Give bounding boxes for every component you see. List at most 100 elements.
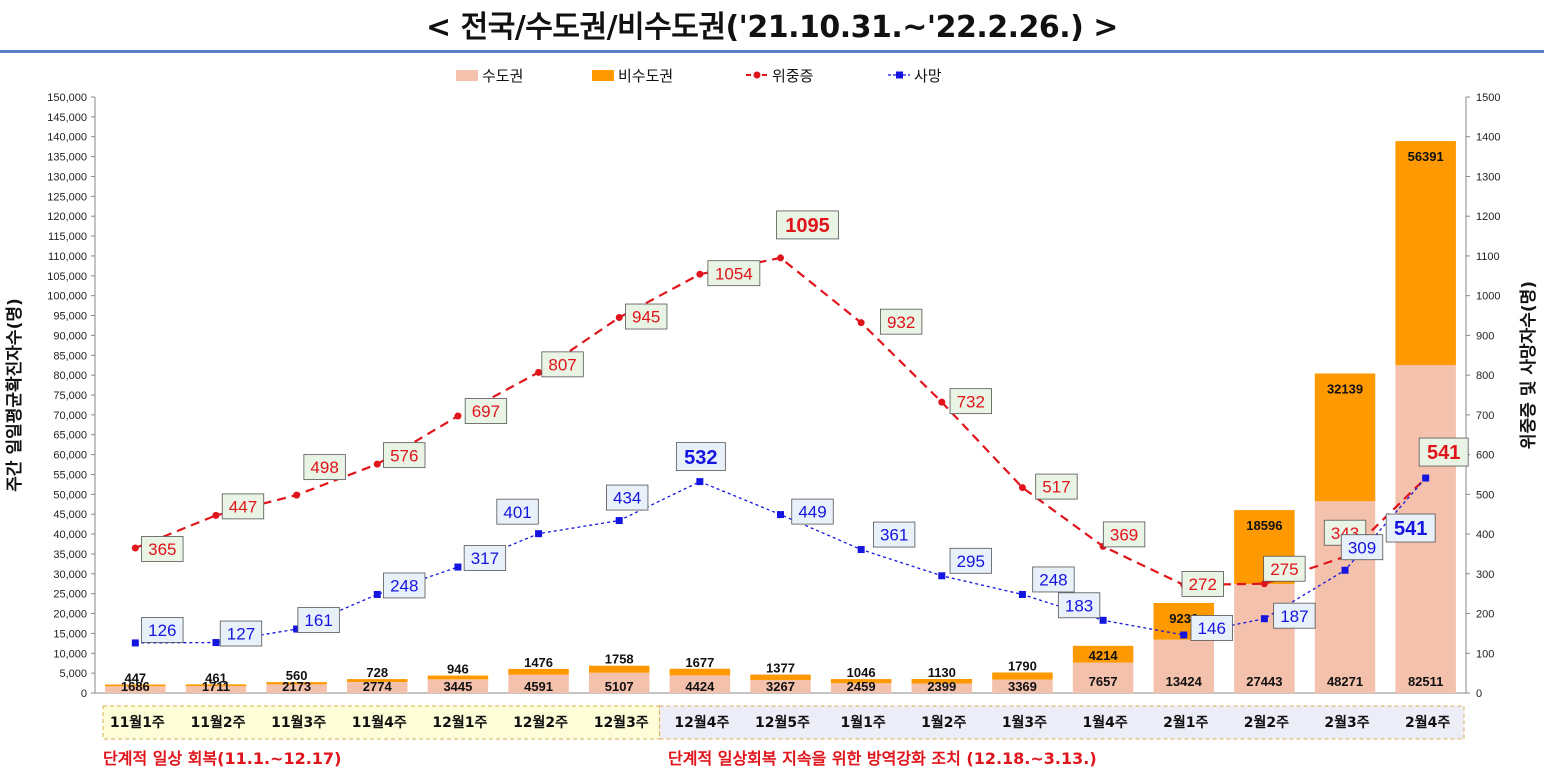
label-death: 361 [880,526,908,545]
label-death-box [1340,534,1384,561]
bar-label-sudogwon: 4424 [685,679,715,694]
left-tick-label: 150,000 [47,92,87,104]
legend-label-severe: 위중증 [772,67,813,85]
legend-swatch-sudogwon [456,70,478,81]
phase-label: 단계적 일상 회복(11.1.~12.17) [103,749,341,768]
left-tick-label: 90,000 [53,330,87,342]
category-label: 11월2주 [190,714,245,731]
left-tick-label: 45,000 [53,509,87,521]
label-severe-box [221,493,265,520]
bar-label-bisudogwon: 1130 [928,665,956,680]
legend-label-bisudogwon: 비수도권 [618,67,673,85]
bar-sudogwon [911,683,973,693]
category-label: 1월2주 [921,714,966,731]
bar-sudogwon [992,679,1053,693]
label-death-box [791,498,834,525]
left-tick-label: 130,000 [47,171,87,183]
point-death [1099,616,1107,624]
right-tick-label: 1300 [1476,171,1500,183]
bar-label-bisudogwon: 56391 [1408,149,1444,164]
left-tick-label: 85,000 [53,350,87,362]
bar-label-bisudogwon: 560 [286,668,308,683]
left-tick-label: 20,000 [53,609,87,621]
point-severe [293,491,301,499]
label-severe-box [1102,521,1146,548]
bar-label-sudogwon: 48271 [1327,674,1363,689]
category-label: 12월5주 [755,714,810,731]
legend-label-death: 사망 [914,67,942,85]
bar-sudogwon [588,672,650,693]
bar-label-sudogwon: 2399 [927,679,956,694]
bar-label-sudogwon: 4591 [524,679,553,694]
category-label: 2월3주 [1324,714,1369,731]
label-severe: 272 [1189,575,1217,594]
bar-bisudogwon [105,684,166,687]
label-severe: 932 [887,313,915,332]
bar-sudogwon [1153,639,1214,693]
label-death: 248 [1039,571,1067,590]
bar-bisudogwon [669,668,731,676]
category-axis: 단계적 일상 회복(11.1.~12.17) 단계적 일상회복 지속을 위한 방역… [102,705,1465,768]
label-death-box [1057,592,1101,619]
left-tick-label: 145,000 [47,112,87,124]
bar-bisudogwon [830,679,892,684]
label-death-box [1385,513,1436,543]
label-severe: 541 [1427,442,1460,464]
bar-bisudogwon [588,665,650,673]
label-severe-box [949,388,992,415]
label-death: 309 [1348,538,1376,557]
label-death: 183 [1065,596,1093,615]
label-death: 401 [503,503,531,522]
bar-bisudogwon [1314,373,1376,502]
label-death-box [141,617,184,643]
bar-label-sudogwon: 3369 [1008,679,1037,694]
phase-band [102,705,661,740]
bar-label-sudogwon: 82511 [1408,674,1443,689]
label-death-box [675,442,726,472]
bar-label-bisudogwon: 946 [447,662,469,677]
label-severe-box [1418,437,1469,467]
left-tick-label: 105,000 [47,271,87,283]
bar-label-bisudogwon: 461 [205,670,227,685]
label-death-box [297,607,340,633]
point-severe [857,319,865,327]
point-severe [212,511,220,519]
label-severe: 732 [957,392,985,411]
label-severe-box [464,398,508,424]
point-severe [131,544,139,552]
bar-label-sudogwon: 1686 [121,679,150,694]
bar-label-sudogwon: 2459 [847,679,876,694]
left-tick-label: 10,000 [53,648,87,660]
bar-label-bisudogwon: 4214 [1089,648,1119,663]
left-tick-label: 55,000 [53,469,87,481]
left-tick-label: 75,000 [53,390,87,402]
label-death: 146 [1198,619,1226,638]
right-tick-label: 700 [1476,410,1494,422]
point-death [696,478,704,486]
bar-bisudogwon [427,675,489,680]
label-severe-box [1181,571,1224,597]
y-axis-title: 주간 일일평균확진자수(명) [5,298,25,492]
phase-label: 단계적 일상회복 지속을 위한 방역강화 조치 (12.18.~3.13.) [668,749,1097,768]
bar-label-sudogwon: 1711 [202,679,230,694]
point-death [293,625,301,633]
label-death: 248 [390,577,418,596]
right-tick-label: 1500 [1476,92,1500,104]
left-tick-label: 100,000 [47,291,87,303]
label-death-box [1190,615,1233,641]
label-severe-box [625,303,668,330]
category-label: 11월4주 [352,714,407,731]
point-severe [938,398,946,406]
label-death-box [1273,602,1316,629]
label-severe-box [541,351,584,378]
bar-sudogwon [266,684,327,693]
left-tick-label: 40,000 [53,529,87,541]
bar-sudogwon [669,675,731,693]
bar-sudogwon [185,686,247,693]
bar-bisudogwon [266,682,327,685]
label-severe-box [776,210,839,240]
left-tick-label: 125,000 [47,191,87,203]
point-death [1341,566,1349,574]
category-label: 11월3주 [271,714,326,731]
right-tick-label: 600 [1476,450,1494,462]
